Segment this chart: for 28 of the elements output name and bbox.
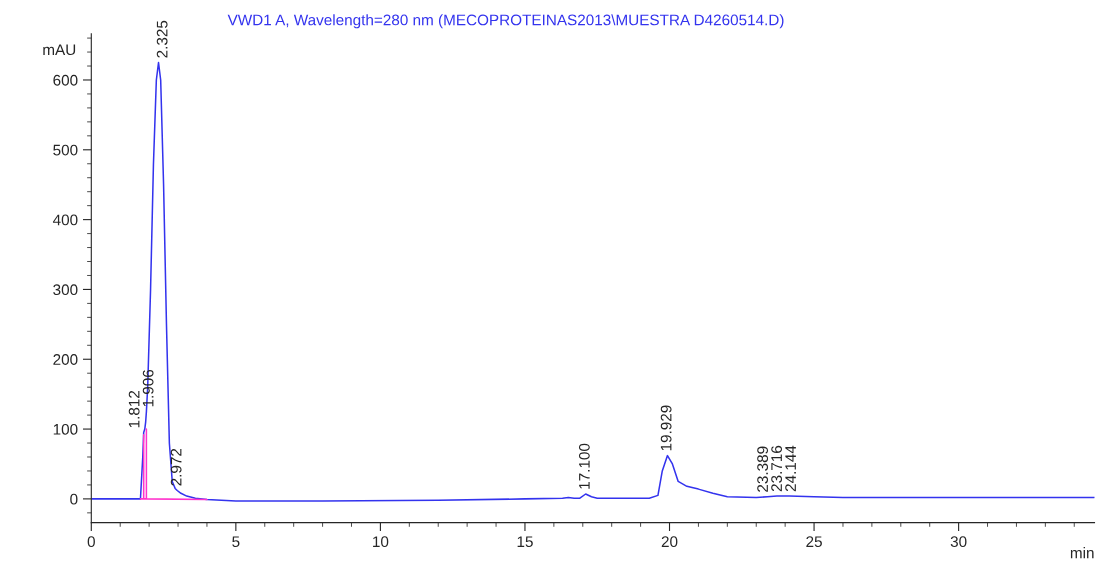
annotation: 17.100	[578, 443, 590, 489]
y-tick-label: 0	[70, 493, 78, 505]
y-tick-label: 300	[53, 284, 78, 296]
annotation: 23.716	[771, 445, 783, 492]
x-tick-label: 10	[373, 536, 389, 548]
y-axis-title: mAU	[43, 44, 76, 56]
y-tick-label: 500	[53, 144, 78, 156]
x-tick-label: 0	[87, 536, 95, 548]
y-tick-label: 600	[53, 74, 78, 86]
line-series	[139, 428, 208, 501]
x-axis-title: min	[1070, 547, 1094, 559]
annotation: 1.906	[142, 369, 154, 407]
annotation: 2.325	[156, 20, 168, 58]
line-series	[91, 61, 1095, 502]
annotation: 2.972	[170, 448, 182, 486]
annotation: 19.929	[660, 405, 672, 451]
chart-title: VWD1 A, Wavelength=280 nm (MECOPROTEINAS2013\MUESTRA D4260514.D)	[227, 14, 784, 29]
x-tick-label: 30	[950, 536, 967, 548]
x-tick-label: 25	[806, 536, 822, 548]
x-tick-label: 20	[661, 536, 678, 548]
annotation: 24.144	[785, 445, 796, 492]
y-tick-label: 400	[52, 214, 78, 226]
y-tick-label: 100	[53, 423, 78, 435]
x-tick-label: 15	[517, 536, 533, 548]
x-tick-label: 5	[232, 536, 240, 548]
annotation: 23.389	[757, 446, 769, 492]
y-tick-label: 200	[53, 354, 78, 365]
annotation: 1.812	[128, 390, 140, 428]
